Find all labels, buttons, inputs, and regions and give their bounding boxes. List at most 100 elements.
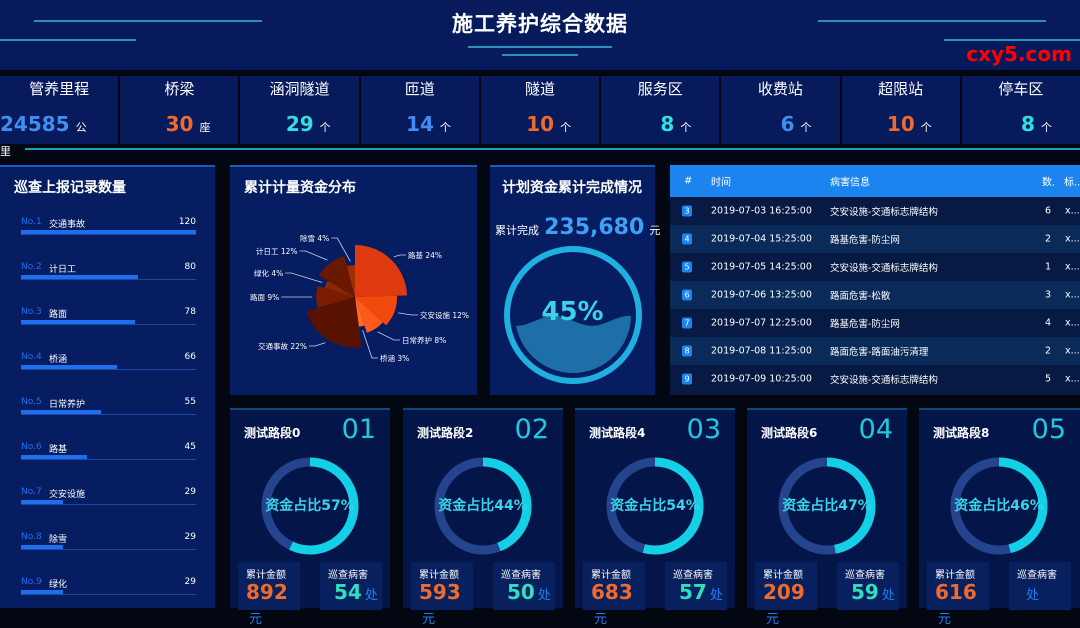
header: 施工养护综合数据 — [0, 0, 1080, 70]
rose-slice[interactable] — [346, 265, 355, 297]
rank-count: 120 — [178, 217, 196, 227]
stats-bar: 管养里程 24585 公里 桥梁 30 座涵洞隧道 29 个匝道 14 个隧道 10 个服务… — [0, 76, 1080, 158]
col-index[interactable]: # — [684, 175, 693, 187]
stat-label: 停车区 — [998, 80, 1044, 98]
issues-box: 巡查病害 54 处 — [320, 562, 382, 610]
rose-slice[interactable] — [355, 297, 365, 327]
row-time: 2019-07-04 15:25:00 — [711, 233, 812, 245]
row-mark: x... — [1065, 373, 1080, 385]
segment-name: 测试路段6 — [761, 426, 818, 440]
rank-bar — [21, 275, 138, 279]
stat-number: 14 — [406, 112, 434, 136]
segment-card[interactable]: 测试路段4 03 资金占比54% 累计金额 683 元 巡查病害 57 处 — [575, 408, 735, 627]
issues-value: 50 处 — [507, 580, 551, 604]
segment-card[interactable]: 测试路段0 01 资金占比57% 累计金额 892 元 巡查病害 54 处 — [230, 408, 390, 627]
rank-item: No.1 交通事故 120 — [21, 217, 196, 235]
rose-slice[interactable] — [324, 280, 355, 297]
stat-unit: 个 — [920, 121, 932, 134]
segment-card[interactable]: 测试路段8 05 资金占比46% 累计金额 616 元 巡查病害 处 — [919, 408, 1080, 627]
amount-number: 616 — [935, 580, 977, 604]
table-row[interactable]: 9 2019-07-09 10:25:00 交安设施-交通标志牌结构 5 x..… — [670, 365, 1080, 393]
table-header: # 时间 病害信息 数. 标.. — [670, 165, 1080, 197]
label-line — [362, 330, 378, 359]
issues-value: 54 处 — [334, 580, 378, 604]
amount-label: 累计金额 — [419, 570, 459, 581]
amount-value: 593 元 — [419, 580, 473, 628]
rank-count: 55 — [184, 397, 196, 407]
segment-card[interactable]: 测试路段2 02 资金占比44% 累计金额 593 元 巡查病害 50 处 — [403, 408, 563, 627]
issues-value: 处 — [1023, 580, 1039, 604]
rose-slice[interactable] — [355, 295, 398, 326]
table-row[interactable]: 3 2019-07-03 16:25:00 交安设施-交通标志牌结构 6 x..… — [670, 197, 1080, 225]
amount-box: 累计金额 593 元 — [411, 562, 473, 627]
stat-1: 桥梁 30 座 — [120, 76, 239, 144]
stat-unit: 个 — [1040, 121, 1052, 134]
amount-value: 683 元 — [591, 580, 645, 628]
col-info[interactable]: 病害信息 — [830, 177, 870, 189]
rank-name: 路基 — [49, 445, 68, 455]
stat-label: 桥梁 — [164, 80, 195, 98]
amount-box: 累计金额 616 元 — [927, 562, 989, 627]
stat-number: 10 — [886, 112, 915, 136]
table-row[interactable]: 8 2019-07-08 11:25:00 路面危害-路面油污清理 2 x... — [670, 337, 1080, 365]
amount-label: 累计金额 — [591, 570, 631, 581]
stat-value: 29 个 — [286, 112, 331, 136]
stat-unit: 公里 — [0, 121, 87, 158]
rank-no: No.2 — [21, 262, 42, 272]
table-row[interactable]: 6 2019-07-06 13:25:00 路面危害-松散 3 x... — [670, 281, 1080, 309]
stat-label: 涵洞隧道 — [269, 80, 330, 98]
issues-value: 57 处 — [679, 580, 723, 604]
rank-track — [21, 459, 196, 460]
segment-number: 02 — [514, 414, 549, 445]
rose-slice[interactable] — [355, 297, 383, 333]
rank-count: 29 — [184, 487, 196, 497]
amount-box: 累计金额 892 元 — [238, 562, 300, 627]
table-row[interactable]: 7 2019-07-07 12:25:00 路基危害-防尘网 4 x... — [670, 309, 1080, 337]
amount-number: 593 — [419, 580, 461, 604]
issues-unit: 处 — [709, 588, 723, 603]
watermark: cxy5.com — [966, 42, 1072, 66]
rose-slice[interactable] — [316, 285, 355, 309]
segment-name: 测试路段4 — [589, 426, 646, 440]
rank-no: No.4 — [21, 352, 42, 362]
row-time: 2019-07-03 16:25:00 — [711, 205, 812, 217]
rank-bar — [21, 455, 87, 459]
stat-unit: 个 — [800, 121, 812, 134]
amount-label: 累计金额 — [763, 570, 803, 581]
stat-0: 管养里程 24585 公里 — [0, 76, 119, 158]
segment-donut — [778, 457, 876, 555]
table-row[interactable]: 5 2019-07-05 14:25:00 交安设施-交通标志牌结构 1 x..… — [670, 253, 1080, 281]
issues-box: 巡查病害 59 处 — [837, 562, 899, 610]
rank-bar — [21, 500, 64, 504]
segment-donut — [261, 457, 359, 555]
rank-name: 交通事故 — [49, 220, 86, 230]
row-count: 5 — [1045, 373, 1052, 385]
amount-value: 892 元 — [246, 580, 300, 628]
row-info: 路面危害-路面油污清理 — [830, 347, 929, 358]
rank-no: No.3 — [21, 307, 42, 317]
slice-label: 日常养护 8% — [402, 335, 446, 345]
stat-label: 匝道 — [404, 80, 435, 98]
issues-label: 巡查病害 — [1017, 570, 1057, 581]
stat-number: 8 — [1021, 112, 1035, 136]
col-count[interactable]: 数. — [1042, 177, 1056, 189]
rank-track — [21, 504, 196, 505]
segment-card[interactable]: 测试路段6 04 资金占比47% 累计金额 209 元 巡查病害 59 处 — [747, 408, 907, 627]
table-row[interactable]: 4 2019-07-04 15:25:00 路基危害-防尘网 2 x... — [670, 225, 1080, 253]
stat-label: 收费站 — [757, 80, 803, 98]
donut-arc — [261, 457, 359, 555]
stat-number: 30 — [165, 112, 194, 136]
rose-slice[interactable] — [306, 297, 362, 348]
panel-title: 巡查上报记录数量 — [14, 180, 126, 196]
rose-slice[interactable] — [355, 245, 407, 297]
rose-slice[interactable] — [319, 256, 355, 297]
rank-item: No.6 路基 45 — [21, 442, 196, 460]
rank-bar — [21, 590, 64, 594]
gauge-ring — [504, 246, 642, 384]
col-mark[interactable]: 标.. — [1064, 177, 1080, 189]
col-time[interactable]: 时间 — [711, 177, 731, 189]
rank-item: No.9 绿化 29 — [21, 577, 196, 595]
